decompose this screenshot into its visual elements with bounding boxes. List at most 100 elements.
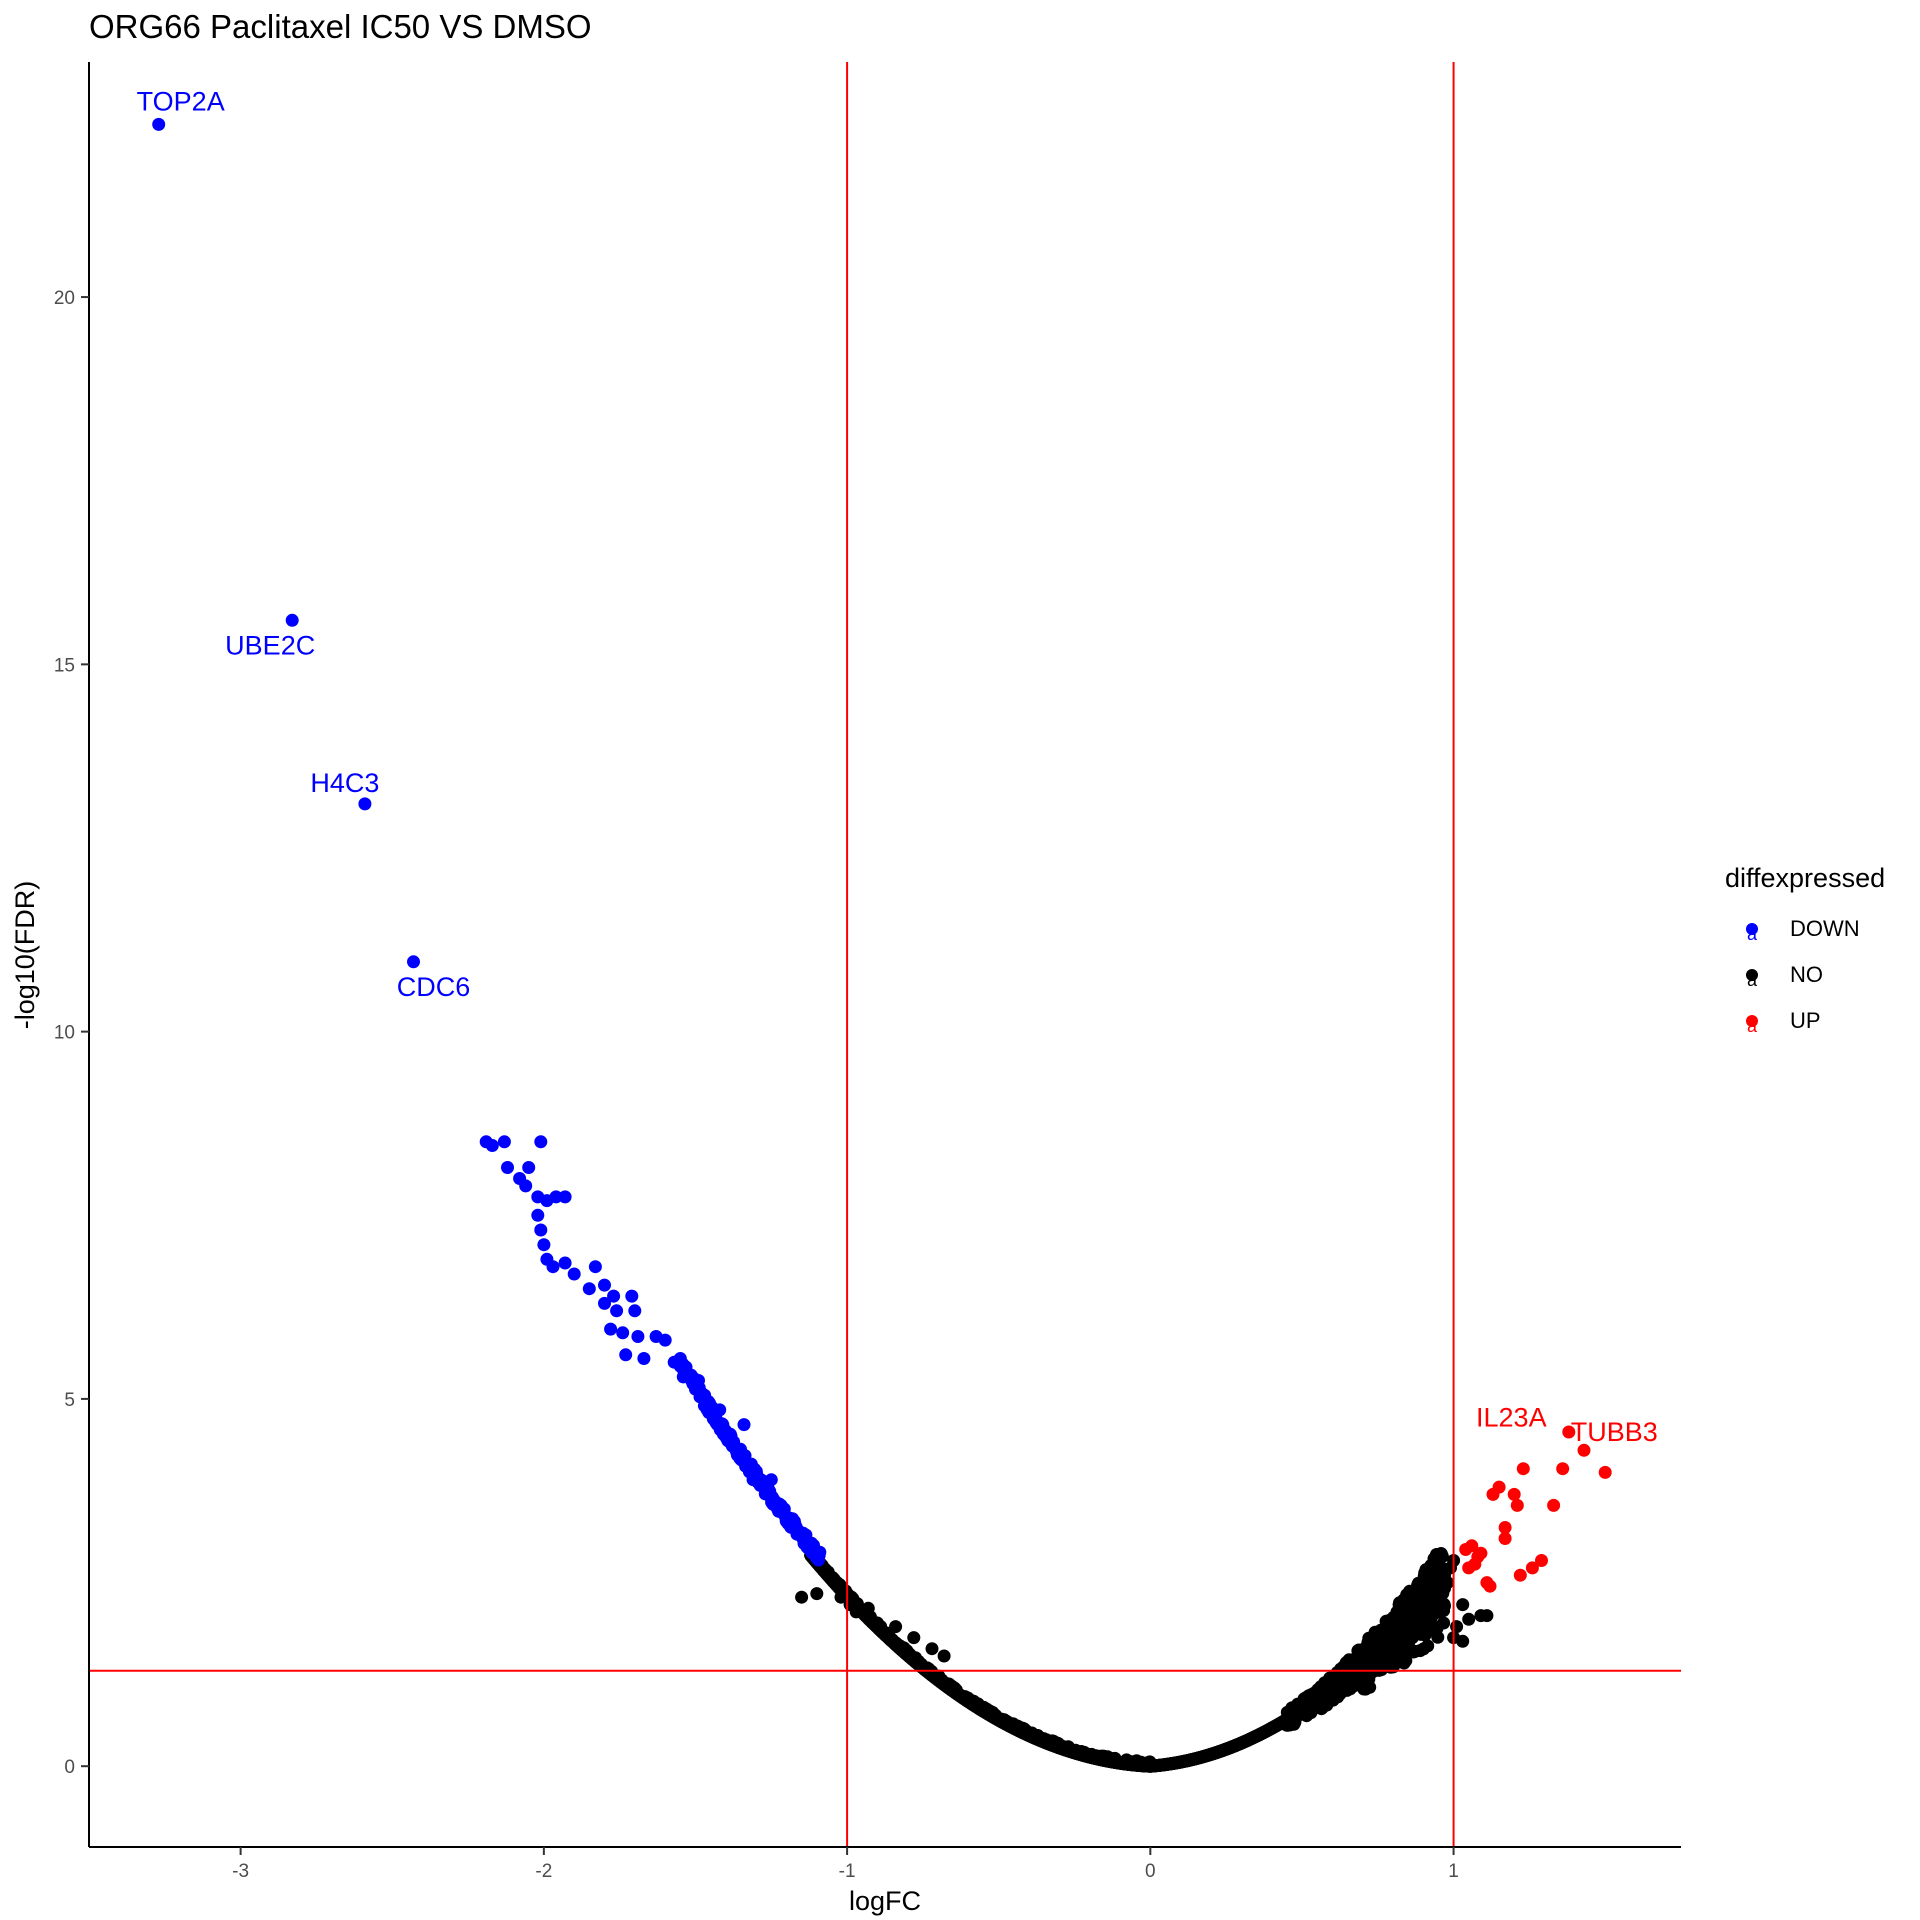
legend: diffexpressed a DOWN a NO a UP	[1725, 863, 1885, 1036]
data-point-down	[746, 1473, 760, 1487]
data-point-up	[1556, 1462, 1570, 1476]
data-point-up	[1598, 1465, 1612, 1479]
data-point-no	[1462, 1612, 1476, 1626]
data-point-down	[534, 1223, 548, 1237]
data-point-down	[546, 1260, 560, 1274]
data-point-down	[734, 1447, 748, 1461]
data-point-no	[1421, 1639, 1435, 1653]
legend-label-up: UP	[1790, 1008, 1821, 1033]
data-point-down	[497, 1135, 511, 1149]
data-point-up	[1562, 1425, 1576, 1439]
data-point-no	[870, 1616, 884, 1630]
data-point-up	[1525, 1561, 1539, 1575]
data-point-no	[1456, 1598, 1470, 1612]
data-point-no	[1363, 1680, 1377, 1694]
data-point-no	[1399, 1654, 1413, 1668]
data-point-up	[1483, 1579, 1497, 1593]
data-point-down	[610, 1304, 624, 1318]
legend-items: a DOWN a NO a UP	[1746, 916, 1860, 1036]
threshold-lines	[89, 62, 1681, 1847]
y-tick-label: 10	[54, 1023, 75, 1044]
data-point-down	[285, 613, 299, 627]
legend-key-glyph: a	[1747, 924, 1758, 944]
x-axis-title: logFC	[849, 1886, 921, 1916]
data-point-up	[1471, 1550, 1485, 1564]
non-significant-points	[795, 1546, 1494, 1773]
legend-key-up	[1746, 1015, 1758, 1027]
legend-label-down: DOWN	[1790, 916, 1860, 941]
data-point-no	[889, 1620, 903, 1634]
x-tick-label: -1	[839, 1861, 856, 1882]
data-point-down	[522, 1161, 536, 1174]
legend-key-glyph: a	[1747, 1016, 1758, 1036]
data-point-down	[698, 1388, 712, 1402]
data-point-no	[849, 1605, 863, 1619]
data-point-no	[1437, 1616, 1451, 1630]
gene-label-cdc6: CDC6	[397, 972, 471, 1002]
gene-label-top2a: TOP2A	[137, 86, 225, 116]
y-tick-label: 0	[64, 1757, 75, 1778]
data-point-no	[1456, 1634, 1470, 1648]
legend-key-no	[1746, 969, 1758, 981]
x-tick-label: -2	[535, 1861, 552, 1882]
data-point-no	[810, 1587, 824, 1601]
data-point-down	[598, 1296, 611, 1310]
data-point-no	[937, 1649, 951, 1663]
data-point-no	[1438, 1599, 1451, 1613]
data-point-up	[1498, 1521, 1512, 1534]
data-point-down	[519, 1179, 533, 1193]
data-point-down	[588, 1260, 602, 1274]
gene-labels: TOP2A UBE2C H4C3 CDC6 IL23A TUBB3	[137, 86, 1658, 1447]
data-point-up	[1577, 1443, 1591, 1457]
data-point-down	[501, 1161, 514, 1174]
data-point-down	[676, 1370, 690, 1384]
data-point-no	[1434, 1572, 1448, 1586]
data-point-no	[795, 1590, 809, 1604]
data-point-down	[628, 1304, 642, 1318]
data-point-down	[558, 1256, 572, 1270]
data-point-up	[1507, 1487, 1521, 1501]
data-point-down	[737, 1418, 751, 1432]
gene-label-tubb3: TUBB3	[1571, 1417, 1658, 1447]
data-point-down	[152, 117, 166, 131]
data-point-up	[1547, 1498, 1561, 1512]
data-point-down	[558, 1190, 572, 1204]
data-point-down	[625, 1289, 639, 1303]
data-point-up	[1465, 1539, 1479, 1553]
data-point-up	[1513, 1568, 1527, 1582]
gene-label-ube2c: UBE2C	[225, 630, 315, 660]
data-point-up	[1498, 1532, 1512, 1545]
data-point-down	[813, 1545, 827, 1559]
data-point-down	[567, 1267, 581, 1281]
data-point-no	[1480, 1609, 1494, 1623]
data-point-down	[673, 1352, 687, 1365]
legend-key-down	[1746, 923, 1758, 935]
data-point-up	[1510, 1498, 1524, 1512]
data-point-no	[861, 1601, 875, 1615]
data-point-down	[631, 1330, 645, 1343]
y-tick-label: 15	[54, 655, 75, 676]
x-tick-label: 1	[1448, 1861, 1459, 1882]
data-point-down	[537, 1238, 551, 1252]
gene-label-h4c3: H4C3	[310, 768, 379, 798]
data-point-down	[619, 1348, 633, 1362]
legend-label-no: NO	[1790, 962, 1823, 987]
data-point-down	[607, 1289, 621, 1303]
data-point-no	[907, 1631, 921, 1645]
data-point-no	[1435, 1550, 1449, 1563]
y-axis-title: -log10(FDR)	[10, 881, 40, 1030]
data-point-down	[604, 1322, 618, 1336]
data-point-down	[764, 1473, 778, 1487]
y-axis-ticks: 0 5 10 15 20	[54, 288, 89, 1778]
x-axis-ticks: -3 -2 -1 0 1	[232, 1847, 1459, 1882]
gene-label-il23a: IL23A	[1476, 1403, 1547, 1433]
data-point-no	[925, 1642, 939, 1656]
data-point-down	[582, 1282, 596, 1296]
x-tick-label: 0	[1145, 1861, 1156, 1882]
data-point-no	[1450, 1620, 1464, 1634]
axes	[88, 62, 1681, 1848]
y-tick-label: 20	[54, 288, 75, 309]
data-point-down	[616, 1326, 630, 1340]
legend-key-glyph: a	[1747, 970, 1758, 990]
